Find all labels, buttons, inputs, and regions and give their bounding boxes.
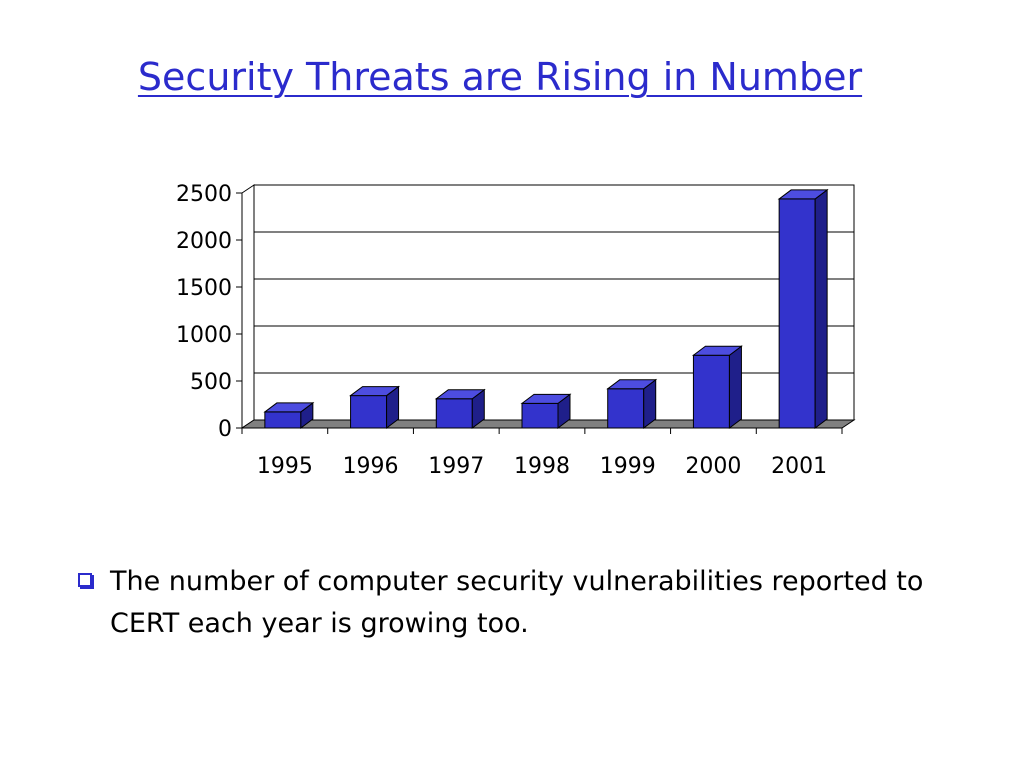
slide-title: Security Threats are Rising in Number (137, 55, 863, 99)
y-tick-label: 1500 (176, 276, 232, 301)
chart-side-wall (241, 184, 255, 429)
bar-side-2000 (728, 345, 742, 429)
bar-side-2001 (814, 188, 828, 429)
bar-2000 (692, 354, 730, 429)
square-bullet-icon (78, 573, 92, 587)
chart-back-wall (253, 184, 855, 421)
bar-1997 (435, 398, 473, 429)
bar-1996 (350, 395, 388, 429)
bar-top-2000 (691, 345, 743, 356)
bar-top-1996 (349, 386, 401, 397)
x-tick-label: 1995 (257, 454, 313, 479)
bullet-text: The number of computer security vulnerab… (110, 566, 924, 639)
bar-top-1998 (520, 393, 572, 404)
x-tick-label: 2001 (771, 454, 827, 479)
x-tick-label: 2000 (685, 454, 741, 479)
bullet-item: The number of computer security vulnerab… (72, 561, 952, 645)
bar-1999 (607, 388, 645, 429)
y-tick-label: 2000 (176, 229, 232, 254)
y-tick-label: 500 (190, 370, 232, 395)
bar-top-1999 (606, 379, 658, 390)
y-tick-label: 1000 (176, 323, 232, 348)
y-tick-label: 2500 (176, 182, 232, 207)
bar-2001 (778, 198, 816, 429)
y-tick-label: 0 (218, 417, 232, 442)
bar-chart: 0 500 1000 1500 2000 2500 1995 1996 1997 1998 1999… (176, 182, 856, 479)
bar-top-2001 (777, 189, 829, 200)
x-tick-label: 1999 (600, 454, 656, 479)
x-tick-label: 1996 (343, 454, 399, 479)
x-tick-label: 1998 (514, 454, 570, 479)
x-tick-label: 1997 (428, 454, 484, 479)
bar-top-1995 (263, 402, 315, 413)
bar-top-1997 (434, 389, 486, 400)
bar-1998 (521, 402, 559, 429)
bar-1995 (264, 411, 302, 429)
